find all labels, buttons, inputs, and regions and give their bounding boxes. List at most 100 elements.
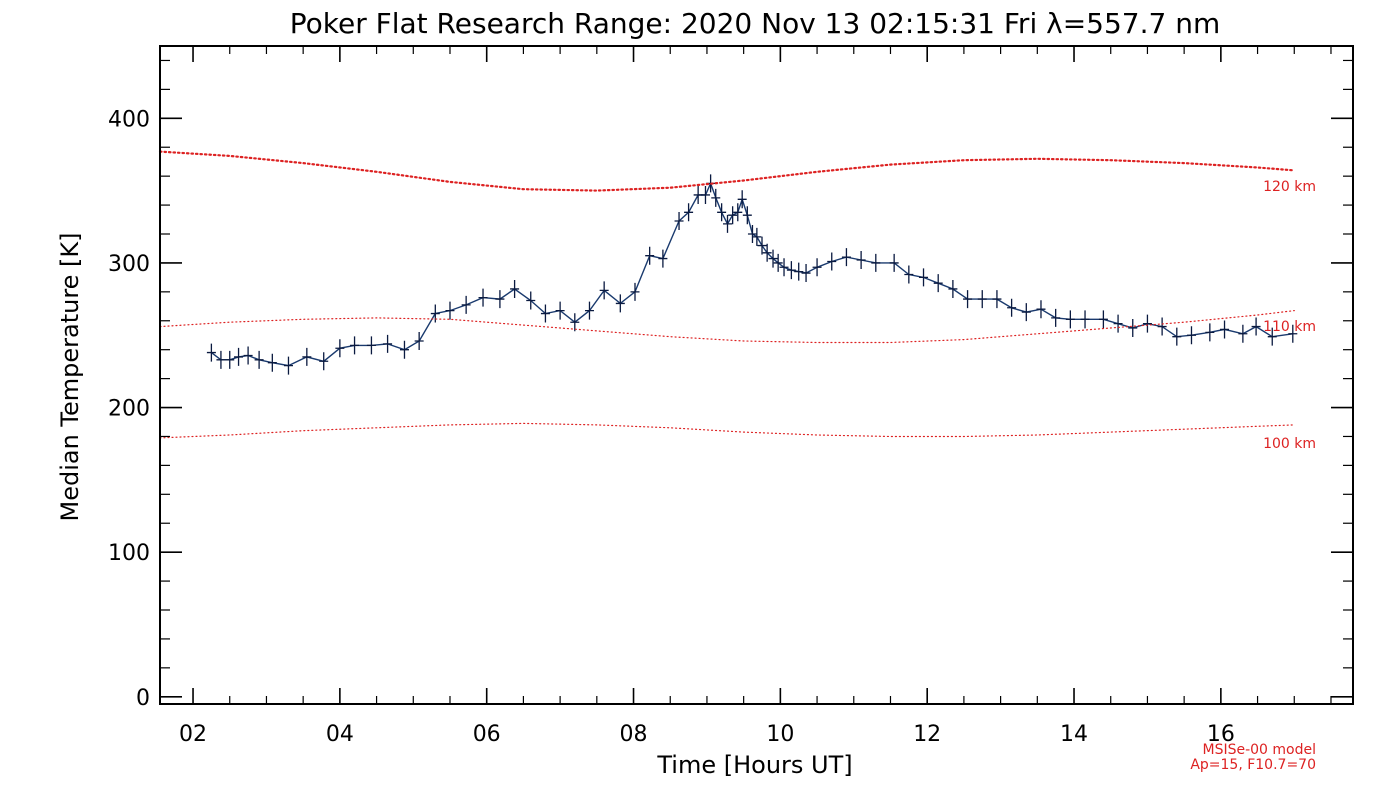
data-point (1080, 310, 1090, 329)
data-point (733, 203, 743, 222)
data-point (1205, 323, 1215, 342)
data-point (933, 274, 943, 293)
data-point (728, 206, 738, 225)
data-point (599, 281, 609, 300)
data-point (283, 356, 293, 375)
data-point (841, 248, 851, 267)
data-point (319, 352, 329, 371)
data-point (1157, 317, 1167, 336)
plot-series (158, 150, 1298, 439)
data-point (225, 350, 235, 369)
x-tick-label: 14 (1060, 722, 1088, 747)
data-point (786, 261, 796, 280)
data-point (243, 346, 253, 365)
data-point (584, 301, 594, 320)
data-point (742, 206, 752, 225)
data-point (658, 249, 668, 268)
data-point (1142, 314, 1152, 333)
data-point (206, 343, 216, 362)
model-line-100-km (159, 422, 1295, 439)
data-point (383, 334, 393, 353)
data-point (737, 190, 747, 209)
data-point (723, 214, 733, 233)
data-point (1065, 310, 1075, 329)
data-point (827, 252, 837, 271)
data-point (904, 265, 914, 284)
data-point (1113, 314, 1123, 333)
data-point (1186, 326, 1196, 345)
x-tick-label: 02 (179, 722, 207, 747)
data-point (757, 236, 767, 255)
chart-title: Poker Flat Research Range: 2020 Nov 13 0… (290, 7, 1220, 40)
data-point (762, 243, 772, 262)
data-point (1007, 298, 1017, 317)
data-point (1098, 310, 1108, 329)
data-point (768, 249, 778, 268)
data-point (630, 282, 640, 301)
data-point (445, 301, 455, 320)
data-point (1238, 324, 1248, 343)
y-tick-label: 200 (108, 397, 150, 422)
data-point (1172, 327, 1182, 346)
data-point (478, 288, 488, 307)
data-point (773, 253, 783, 272)
data-point (366, 336, 376, 355)
model-line-120-km (158, 150, 1296, 192)
data-point (267, 353, 277, 372)
data-point (801, 264, 811, 283)
model-note-line-2: Ap=15, F10.7=70 (1190, 757, 1316, 773)
y-tick-label: 100 (108, 541, 150, 566)
data-point (254, 350, 264, 369)
data-point (977, 290, 987, 309)
data-point (871, 253, 881, 272)
data-point (555, 301, 565, 320)
data-point (992, 290, 1002, 309)
x-tick-label: 06 (473, 722, 501, 747)
x-tick-label: 04 (326, 722, 354, 747)
data-point (234, 347, 244, 366)
data-point (1251, 317, 1261, 336)
data-point (350, 336, 360, 355)
data-point (684, 203, 694, 222)
data-point (948, 279, 958, 298)
data-point (399, 340, 409, 359)
model-label-120-km: 120 km (1263, 179, 1316, 195)
data-point (526, 291, 536, 310)
model-label-110-km: 110 km (1263, 319, 1316, 335)
data-point (335, 339, 345, 358)
data-point (1220, 320, 1230, 339)
data-point (717, 203, 727, 222)
data-point (1288, 324, 1298, 343)
x-tick-label: 16 (1207, 722, 1235, 747)
data-point (216, 350, 226, 369)
data-point (510, 279, 520, 298)
model-note-line-1: MSISe-00 model (1202, 742, 1316, 758)
data-point (430, 304, 440, 323)
data-point (615, 294, 625, 313)
data-point (700, 185, 710, 204)
data-point (1021, 303, 1031, 322)
data-point (1128, 319, 1138, 337)
data-point (711, 188, 721, 207)
y-tick-label: 400 (108, 107, 150, 132)
measured-temperature-line (210, 181, 1293, 367)
x-axis-label: Time [Hours UT] (656, 751, 852, 779)
data-point (461, 295, 471, 314)
data-point (414, 332, 424, 351)
model-line-110-km (159, 310, 1295, 344)
data-point (856, 251, 866, 270)
x-tick-label: 12 (913, 722, 941, 747)
axis-ticks: 02 04 06 08 10 12 14 16 0 100 200 300 400 (108, 46, 1353, 747)
data-point (919, 268, 929, 287)
data-point (540, 304, 550, 323)
data-point (302, 347, 312, 366)
data-point (752, 227, 762, 246)
model-label-100-km: 100 km (1263, 436, 1316, 452)
data-point (570, 313, 580, 332)
data-point (963, 290, 973, 309)
x-tick-label: 08 (620, 722, 648, 747)
data-point (889, 253, 899, 272)
data-point (1267, 327, 1277, 346)
data-point (779, 258, 789, 277)
